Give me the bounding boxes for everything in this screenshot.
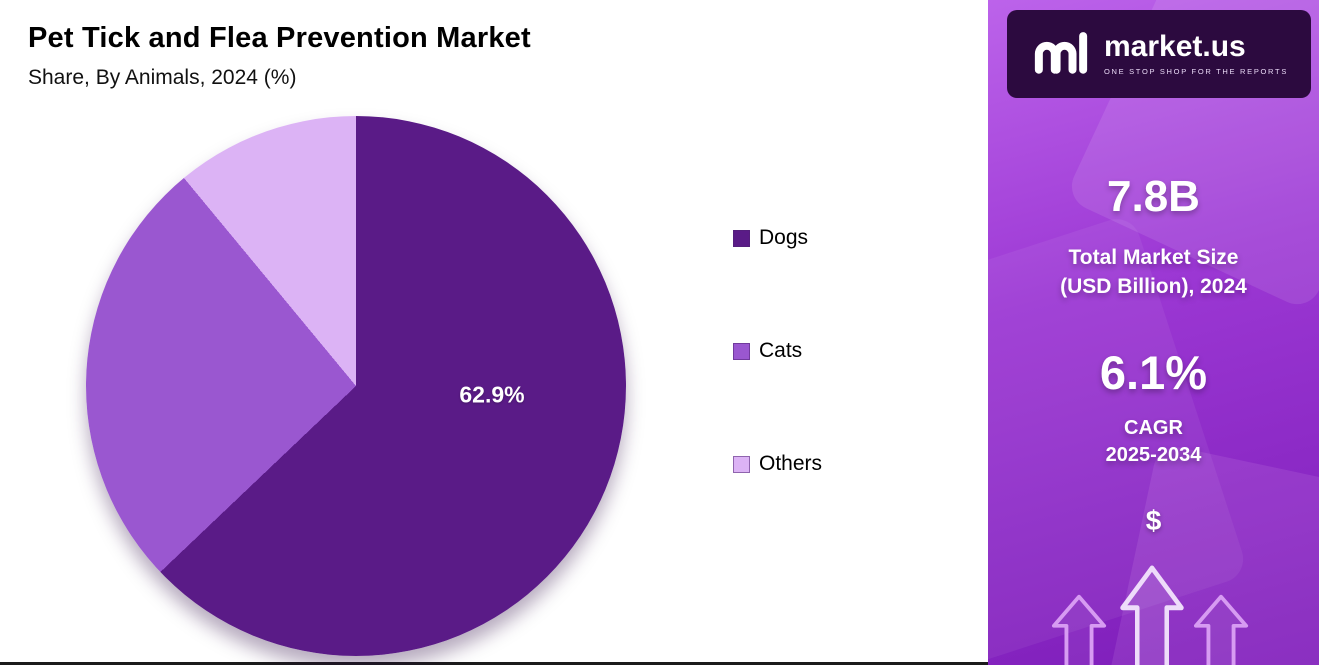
legend-swatch — [733, 455, 750, 473]
legend-swatch — [733, 229, 750, 247]
pie-chart-area: 62.9% — [86, 116, 626, 656]
legend-item-others: Others — [733, 452, 822, 476]
brand-tagline: ONE STOP SHOP FOR THE REPORTS — [1103, 67, 1289, 76]
market-us-logo: market.us ONE STOP SHOP FOR THE REPORTS — [1007, 10, 1311, 98]
market-us-logo-icon — [1030, 28, 1092, 81]
chart-subtitle: Share, By Animals, 2024 (%) — [28, 66, 297, 89]
logo-text: market.us ONE STOP SHOP FOR THE REPORTS — [1103, 30, 1289, 77]
legend-item-cats: Cats — [733, 339, 822, 363]
legend-label: Others — [759, 452, 823, 475]
chart-legend: Dogs Cats Others — [733, 226, 822, 476]
chart-title: Pet Tick and Flea Prevention Market — [28, 22, 531, 54]
dollar-symbol: $ — [1145, 505, 1162, 536]
cagr-value: 6.1% — [1099, 346, 1208, 399]
market-size-value: 7.8B — [1107, 172, 1200, 221]
growth-arrow-icon — [1118, 563, 1186, 665]
cagr-label-line2: 2025-2034 — [1105, 444, 1202, 466]
market-size-label-line2: (USD Billion), 2024 — [1060, 275, 1247, 299]
cagr-label: CAGR 2025-2034 — [988, 415, 1319, 469]
market-size-label: Total Market Size (USD Billion), 2024 — [988, 243, 1319, 302]
cagr-label-line1: CAGR — [1124, 417, 1183, 439]
growth-arrow-icon — [1192, 593, 1250, 665]
legend-swatch — [733, 342, 750, 360]
brand-name: market.us — [1103, 30, 1246, 63]
legend-label: Cats — [759, 339, 803, 362]
legend-label: Dogs — [759, 226, 809, 249]
pie-slice-data-label: 62.9% — [459, 381, 525, 408]
growth-arrows — [988, 550, 1319, 665]
chart-panel: Pet Tick and Flea Prevention Market Shar… — [0, 22, 988, 665]
pie-chart — [86, 116, 626, 656]
market-size-label-line1: Total Market Size — [1068, 246, 1239, 269]
legend-item-dogs: Dogs — [733, 226, 822, 250]
brand-sidebar: market.us ONE STOP SHOP FOR THE REPORTS … — [988, 0, 1319, 665]
growth-arrow-icon — [1050, 593, 1108, 665]
